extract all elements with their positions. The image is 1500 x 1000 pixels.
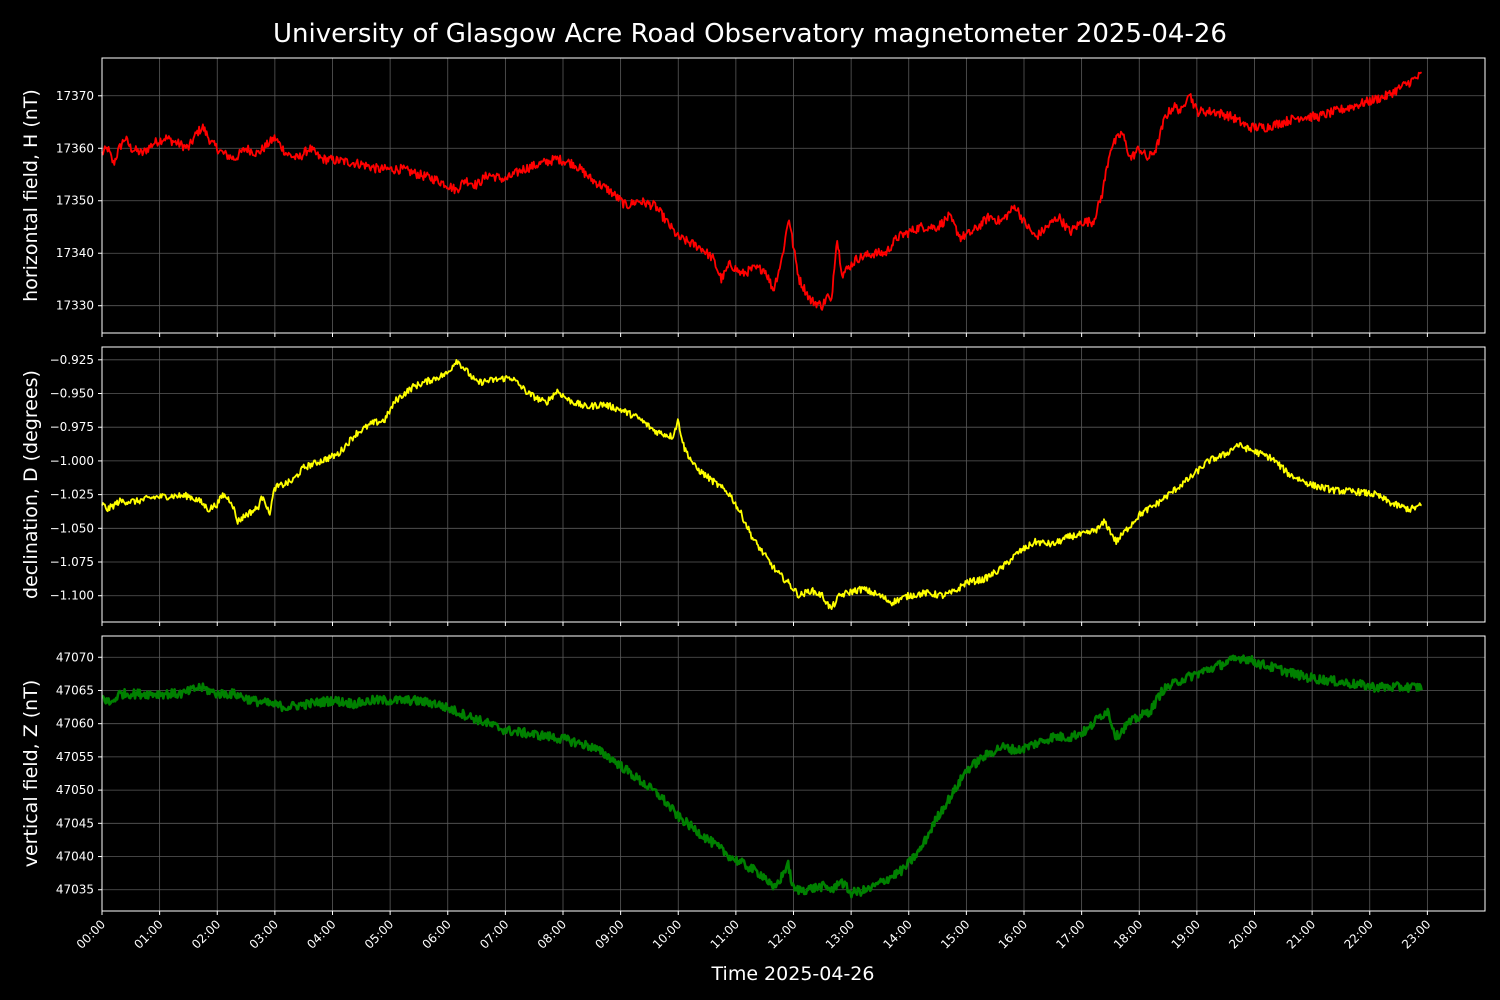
x-tick-label: 16:00	[996, 917, 1030, 951]
x-tick-label: 23:00	[1399, 917, 1433, 951]
y-axis-label: vertical field, Z (nT)	[20, 680, 42, 868]
y-tick-label: 47055	[56, 750, 94, 764]
x-tick-label: 02:00	[189, 917, 223, 951]
y-tick-label: 47040	[56, 850, 94, 864]
x-axis-label: Time 2025-04-26	[711, 963, 875, 985]
x-tick-label: 22:00	[1342, 917, 1376, 951]
y-tick-label: 17340	[56, 246, 94, 260]
x-tick-label: 18:00	[1111, 917, 1145, 951]
panel-2: −1.100 −1.075 −1.050 −1.025 −1.000 −0.975 −0.9…	[20, 346, 1486, 626]
y-tick-label: −0.925	[50, 353, 94, 367]
x-tick-label: 09:00	[592, 917, 626, 951]
y-tick-label: 17360	[56, 141, 94, 155]
x-tick-label: 08:00	[535, 917, 569, 951]
y-tick-label: −1.025	[50, 488, 94, 502]
series-line-3	[101, 654, 1423, 899]
x-tick-label: 07:00	[477, 917, 511, 951]
y-tick-label: −0.950	[50, 387, 94, 401]
x-tick-label: 19:00	[1169, 917, 1203, 951]
y-tick-label: −1.050	[50, 521, 94, 535]
series-line-2	[101, 359, 1422, 610]
x-tick-label: 01:00	[131, 917, 165, 951]
x-axis-ticks: 00:00 01:00 02:00 03:00 04:00 05:00 06:00 07:00…	[74, 917, 1434, 951]
x-tick-label: 12:00	[765, 917, 799, 951]
x-tick-label: 03:00	[247, 917, 281, 951]
x-tick-label: 13:00	[823, 917, 857, 951]
y-tick-label: −0.975	[50, 420, 94, 434]
x-tick-label: 00:00	[74, 917, 108, 951]
x-tick-label: 06:00	[420, 917, 454, 951]
x-tick-label: 10:00	[650, 917, 684, 951]
y-tick-label: 47045	[56, 816, 94, 830]
y-tick-label: 17350	[56, 194, 94, 208]
x-tick-label: 21:00	[1284, 917, 1318, 951]
panel-3: 47035 47040 47045 47050 47055 47060 47065 47070…	[20, 635, 1486, 915]
x-tick-label: 14:00	[881, 917, 915, 951]
x-tick-label: 20:00	[1226, 917, 1260, 951]
y-tick-label: 47035	[56, 883, 94, 897]
y-tick-label: 47070	[56, 650, 94, 664]
y-tick-label: −1.000	[50, 454, 94, 468]
y-tick-label: 47060	[56, 717, 94, 731]
x-tick-label: 04:00	[304, 917, 338, 951]
y-tick-label: −1.100	[50, 589, 94, 603]
series-line-1	[101, 71, 1423, 311]
y-axis-label: declination, D (degrees)	[20, 370, 42, 599]
x-tick-label: 15:00	[938, 917, 972, 951]
y-tick-label: 47065	[56, 683, 94, 697]
y-axis-label: horizontal field, H (nT)	[20, 89, 42, 302]
x-tick-label: 05:00	[362, 917, 396, 951]
chart-title: University of Glasgow Acre Road Observat…	[273, 19, 1227, 49]
x-tick-label: 11:00	[708, 917, 742, 951]
y-tick-label: −1.075	[50, 555, 94, 569]
panel-1: 17330 17340 17350 17360 17370 horizontal fiel…	[20, 57, 1486, 337]
y-tick-label: 47050	[56, 783, 94, 797]
chart-panels: 17330 17340 17350 17360 17370 horizontal fiel…	[20, 57, 1486, 915]
x-tick-label: 17:00	[1053, 917, 1087, 951]
y-tick-label: 17370	[56, 89, 94, 103]
y-tick-label: 17330	[56, 299, 94, 313]
